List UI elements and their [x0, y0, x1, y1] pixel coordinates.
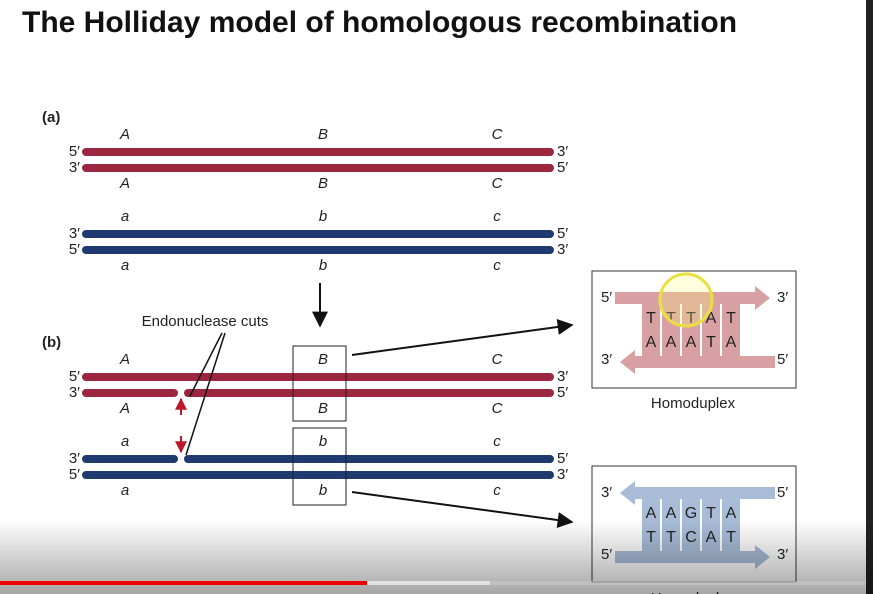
pointer: [189, 332, 223, 397]
base: A: [706, 310, 717, 327]
progress-bar[interactable]: [0, 581, 367, 585]
locus-label: a: [121, 433, 129, 450]
end-label: 3′: [557, 241, 568, 258]
locus-label: b: [319, 482, 327, 499]
base-box: [722, 304, 740, 356]
locus-label: a: [121, 482, 129, 499]
locus-label: c: [493, 433, 501, 450]
end-label: 5′: [69, 368, 80, 385]
base: T: [686, 310, 696, 327]
end-label: 5′: [557, 450, 568, 467]
caption: Homoduplex: [651, 395, 736, 412]
end-label: 3′: [601, 484, 612, 501]
end-label: 5′: [601, 289, 612, 306]
locus-label: c: [493, 257, 501, 274]
locus-label: B: [318, 351, 328, 368]
title: The Holliday model of homologous recombi…: [22, 6, 737, 39]
locus-label: A: [119, 126, 130, 143]
panel-label: (a): [42, 109, 60, 126]
base: T: [726, 310, 736, 327]
pointer: [185, 332, 226, 456]
locus-label: B: [318, 175, 328, 192]
end-label: 3′: [601, 351, 612, 368]
end-label: 3′: [557, 368, 568, 385]
end-label: 5′: [557, 225, 568, 242]
locus-label: B: [318, 126, 328, 143]
end-label: 3′: [69, 159, 80, 176]
base: A: [666, 334, 677, 351]
base-box: [682, 304, 700, 356]
region-box: [292, 345, 347, 422]
base: A: [726, 505, 737, 522]
annotation: Endonuclease cuts: [142, 313, 269, 330]
locus-label: B: [318, 400, 328, 417]
base: A: [666, 505, 677, 522]
locus-label: C: [492, 400, 503, 417]
base: G: [685, 505, 697, 522]
panel-label: (b): [42, 334, 61, 351]
end-label: 3′: [69, 225, 80, 242]
locus-label: C: [492, 126, 503, 143]
locus-label: A: [119, 351, 130, 368]
locus-label: a: [121, 257, 129, 274]
locus-label: A: [119, 400, 130, 417]
region-box: [292, 427, 347, 506]
base: A: [686, 334, 697, 351]
end-label: 3′: [69, 450, 80, 467]
locus-label: A: [119, 175, 130, 192]
end-label: 5′: [69, 466, 80, 483]
cursor-highlight: [658, 272, 714, 328]
end-label: 3′: [777, 289, 788, 306]
arrow: [351, 491, 574, 528]
locus-label: C: [492, 351, 503, 368]
base: A: [646, 334, 657, 351]
end-label: 5′: [557, 159, 568, 176]
arrow: [351, 319, 574, 356]
end-label: 5′: [557, 384, 568, 401]
locus-label: b: [319, 433, 327, 450]
end-label: 3′: [557, 143, 568, 160]
locus-label: b: [319, 257, 327, 274]
locus-label: b: [319, 208, 327, 225]
locus-label: C: [492, 175, 503, 192]
end-label: 5′: [69, 143, 80, 160]
end-label: 3′: [69, 384, 80, 401]
end-label: 3′: [557, 466, 568, 483]
base-box: [642, 304, 660, 356]
end-label: 5′: [777, 351, 788, 368]
base: A: [726, 334, 737, 351]
end-label: 5′: [777, 484, 788, 501]
base: T: [706, 505, 716, 522]
locus-label: c: [493, 208, 501, 225]
base: T: [706, 334, 716, 351]
locus-label: c: [493, 482, 501, 499]
base: T: [646, 310, 656, 327]
edge: [866, 0, 873, 594]
base: A: [646, 505, 657, 522]
end-label: 5′: [69, 241, 80, 258]
base: T: [666, 310, 676, 327]
locus-label: a: [121, 208, 129, 225]
